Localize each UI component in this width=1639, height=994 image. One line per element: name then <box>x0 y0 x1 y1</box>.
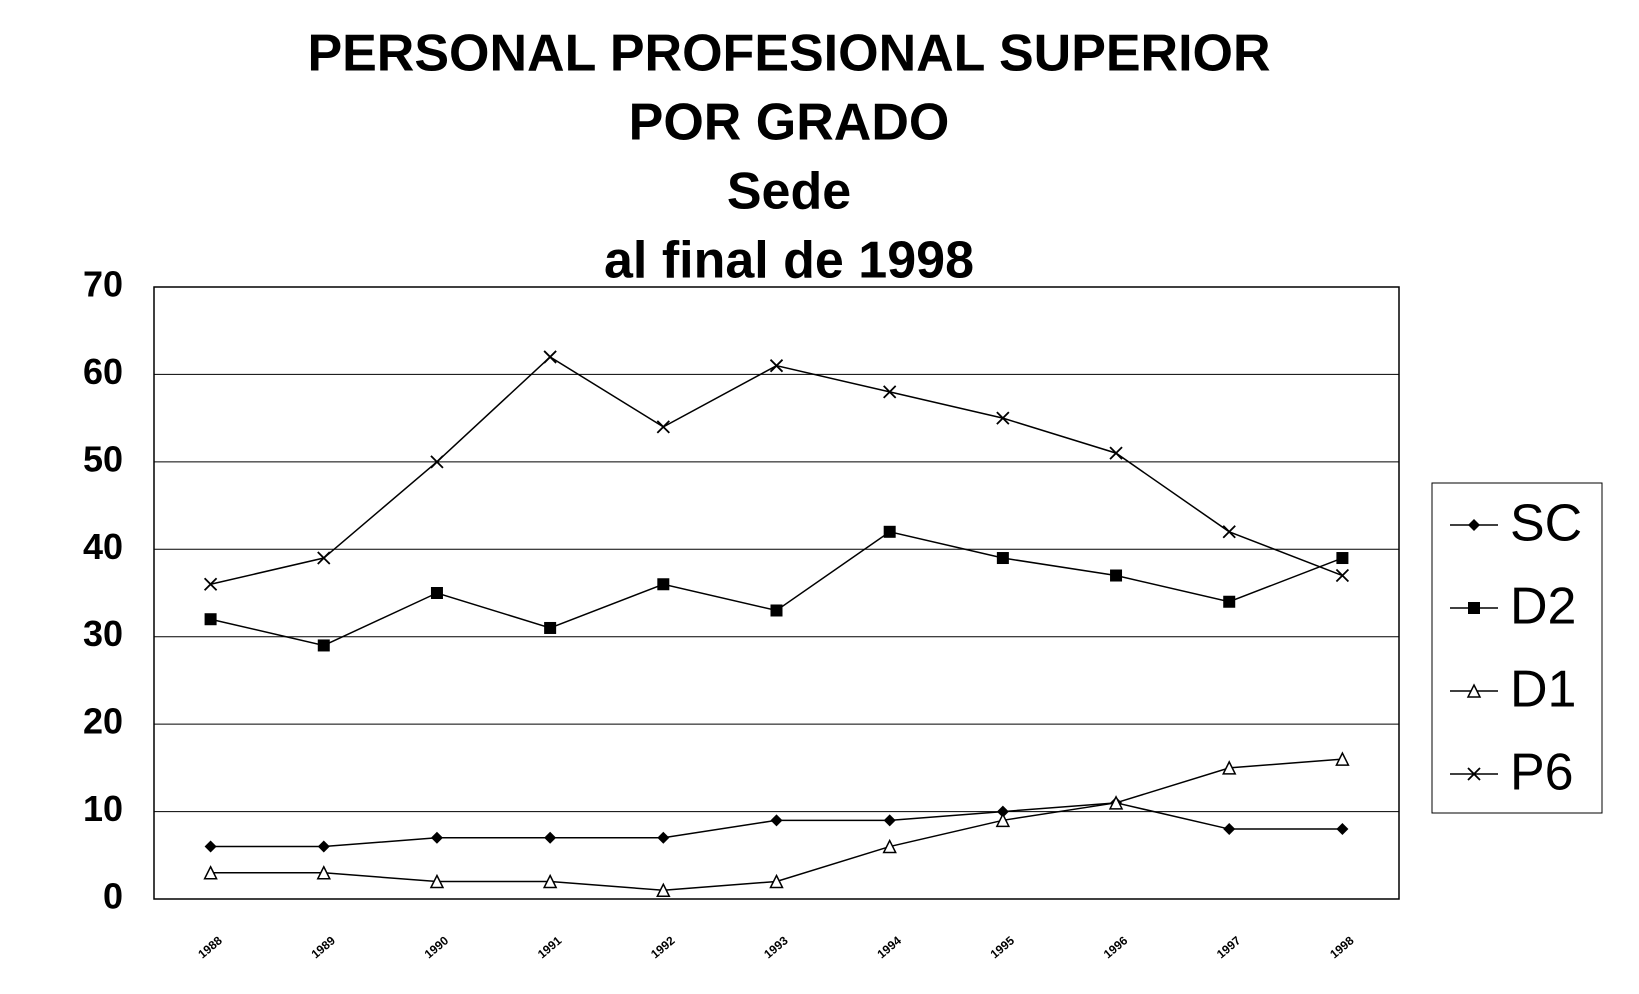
data-point <box>1335 568 1350 583</box>
data-point <box>1336 823 1349 836</box>
data-point <box>770 814 783 827</box>
legend-marker <box>1466 683 1482 698</box>
data-point <box>996 411 1010 425</box>
data-point <box>317 551 331 565</box>
data-point <box>1223 595 1236 608</box>
data-point <box>656 420 670 434</box>
legend-box <box>1431 482 1603 814</box>
legend-marker <box>1468 602 1480 614</box>
chart-title: Sede <box>727 163 851 221</box>
y-tick-label: 50 <box>83 438 123 479</box>
data-point <box>883 814 896 827</box>
chart-title: PERSONAL PROFESIONAL SUPERIOR <box>307 25 1270 83</box>
data-point <box>544 621 557 634</box>
data-point <box>204 840 217 853</box>
data-point <box>882 838 897 854</box>
data-point <box>316 865 331 880</box>
data-point <box>1110 569 1123 582</box>
data-point <box>429 873 445 889</box>
data-point <box>1108 795 1124 810</box>
data-point <box>996 552 1009 565</box>
data-point <box>317 840 330 853</box>
data-point <box>1223 823 1236 836</box>
data-point <box>657 831 670 844</box>
legend-marker <box>1467 767 1481 781</box>
data-point <box>1336 552 1349 565</box>
data-point <box>542 873 558 889</box>
y-tick-label: 10 <box>83 788 123 829</box>
data-point <box>883 525 896 538</box>
y-tick-label: 60 <box>83 351 123 392</box>
data-point <box>995 812 1011 828</box>
data-point <box>770 604 783 617</box>
data-point <box>769 873 784 889</box>
chart-title: al final de 1998 <box>604 232 974 290</box>
data-point <box>544 831 557 844</box>
legend-label: SC <box>1510 495 1582 553</box>
data-point <box>1109 446 1123 460</box>
legend-label: P6 <box>1510 744 1574 802</box>
data-point <box>1222 525 1236 539</box>
y-tick-label: 40 <box>83 526 123 567</box>
data-point <box>317 639 330 652</box>
data-point <box>543 350 557 364</box>
data-point <box>883 385 897 399</box>
legend-label: D1 <box>1510 661 1576 719</box>
data-point <box>204 613 217 626</box>
data-point <box>996 805 1009 818</box>
data-point <box>1222 760 1237 775</box>
y-tick-label: 20 <box>83 701 123 742</box>
data-point <box>430 831 443 844</box>
y-tick-label: 0 <box>103 876 123 917</box>
data-point <box>430 587 443 599</box>
data-point <box>1335 751 1350 766</box>
legend-label: D2 <box>1510 578 1576 636</box>
chart-title: POR GRADO <box>629 94 950 152</box>
data-point <box>203 577 218 591</box>
y-tick-label: 70 <box>83 264 123 305</box>
data-point <box>769 359 784 373</box>
y-tick-label: 30 <box>83 613 123 654</box>
data-point <box>203 865 218 880</box>
data-point <box>430 455 444 469</box>
legend-marker <box>1468 519 1480 531</box>
data-point <box>657 578 670 591</box>
data-point <box>656 882 671 898</box>
